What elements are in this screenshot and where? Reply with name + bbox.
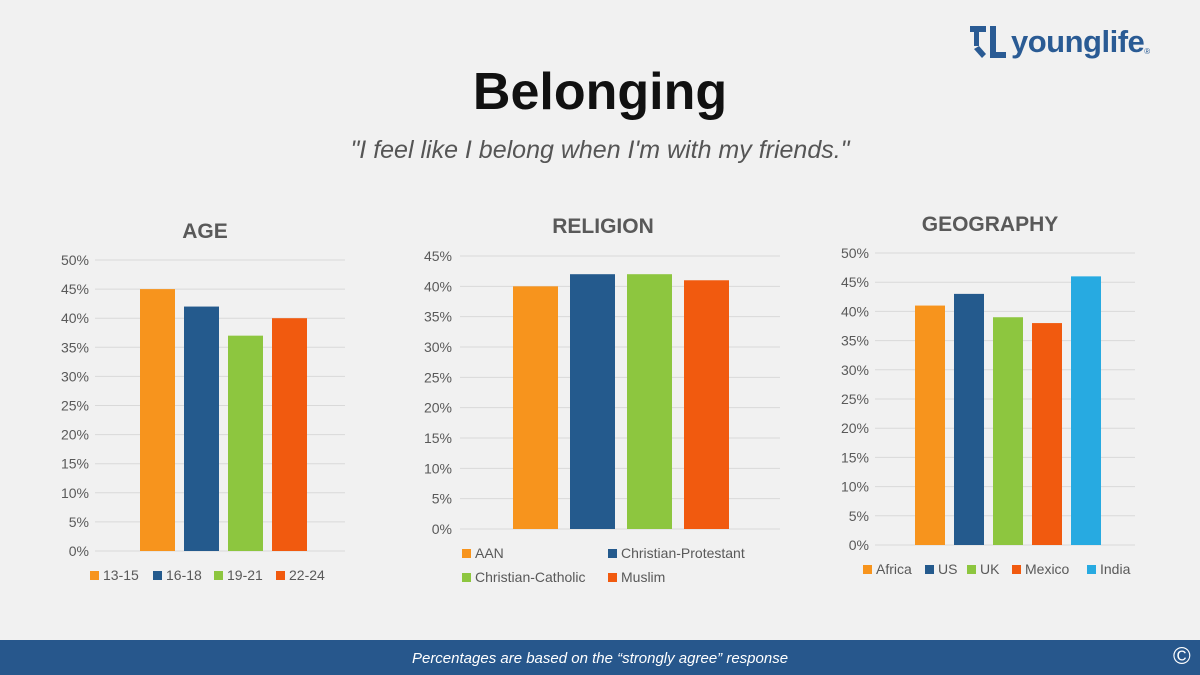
y-tick-label: 5% [849, 508, 869, 524]
y-tick-label: 50% [841, 245, 869, 261]
bar-mexico [1032, 323, 1062, 545]
y-tick-label: 40% [841, 303, 869, 319]
y-tick-label: 25% [61, 398, 89, 414]
legend-swatch [462, 549, 471, 558]
y-tick-label: 0% [849, 537, 869, 553]
legend-swatch [214, 571, 223, 580]
bar-christian-protestant [570, 274, 615, 529]
bar-13-15 [140, 289, 175, 551]
bar-us [954, 293, 984, 545]
bar-muslim [684, 280, 729, 529]
y-tick-label: 25% [424, 369, 452, 385]
footer-note: Percentages are based on the “strongly a… [411, 650, 789, 667]
legend-swatch [90, 571, 99, 580]
bar-22-24 [272, 318, 307, 551]
page-subtitle: "I feel like I belong when I'm with my f… [350, 136, 850, 164]
y-tick-label: 35% [841, 333, 869, 349]
legend-swatch [1012, 565, 1021, 574]
y-tick-label: 10% [424, 460, 452, 476]
y-tick-label: 45% [424, 248, 452, 264]
bar-uk [993, 317, 1023, 545]
y-tick-label: 15% [61, 456, 89, 472]
footer-bar: Percentages are based on the “strongly a… [0, 640, 1200, 675]
y-tick-label: 30% [841, 362, 869, 378]
bar-19-21 [228, 335, 263, 551]
bar-africa [915, 305, 945, 545]
y-tick-label: 50% [61, 252, 89, 268]
legend-label: AAN [475, 545, 504, 561]
younglife-mark-icon [970, 26, 1006, 58]
chart-title: GEOGRAPHY [922, 213, 1059, 236]
legend-swatch [925, 565, 934, 574]
y-tick-label: 20% [61, 427, 89, 443]
legend-label: India [1100, 561, 1131, 577]
legend-swatch [153, 571, 162, 580]
y-tick-label: 10% [841, 479, 869, 495]
legend-label: US [938, 561, 957, 577]
bar-16-18 [184, 306, 219, 551]
y-tick-label: 15% [424, 430, 452, 446]
y-tick-label: 5% [69, 514, 89, 530]
geography-chart: GEOGRAPHY 0% 5% 10% 15% 20% 25% 30% 35% 40% 45% 50%… [841, 213, 1135, 577]
chart-title: AGE [182, 220, 228, 243]
legend-label: 19-21 [227, 567, 263, 583]
legend-swatch [1087, 565, 1096, 574]
legend-swatch [863, 565, 872, 574]
y-tick-label: 20% [424, 400, 452, 416]
logo-text: younglife [1011, 24, 1145, 59]
y-tick-label: 35% [61, 339, 89, 355]
legend-label: Africa [876, 561, 912, 577]
legend-swatch [608, 549, 617, 558]
y-tick-label: 30% [424, 339, 452, 355]
legend-swatch [462, 573, 471, 582]
y-tick-label: 40% [424, 278, 452, 294]
y-tick-label: 40% [61, 310, 89, 326]
y-tick-label: 10% [61, 485, 89, 501]
page-title: Belonging [472, 63, 728, 121]
y-tick-label: 20% [841, 420, 869, 436]
y-tick-label: 30% [61, 368, 89, 384]
y-tick-label: 15% [841, 449, 869, 465]
legend-label: 22-24 [289, 567, 325, 583]
legend-label: Christian-Catholic [475, 569, 585, 585]
legend-label: UK [980, 561, 1000, 577]
chart-title: RELIGION [552, 215, 654, 238]
bar-christian-catholic [627, 274, 672, 529]
y-tick-label: 45% [61, 281, 89, 297]
logo-registered-mark: ® [1144, 47, 1151, 56]
religion-chart: RELIGION 0% 5% 10% 15% 20% 25% 30% 35% 40% 45% AAN C… [424, 215, 780, 585]
legend-label: 16-18 [166, 567, 202, 583]
legend-label: Mexico [1025, 561, 1070, 577]
bar-aan [513, 286, 558, 529]
legend-label: Christian-Protestant [621, 545, 745, 561]
legend-label: Muslim [621, 569, 665, 585]
y-tick-label: 5% [432, 491, 452, 507]
y-tick-label: 35% [424, 309, 452, 325]
age-chart: AGE 0% 5% 10% 15% 20% 25% 30% 35% 40% 45% 50% 13-15 1… [61, 220, 345, 583]
y-tick-label: 25% [841, 391, 869, 407]
y-tick-label: 0% [432, 521, 452, 537]
younglife-logo: younglife ® [966, 20, 1150, 64]
y-tick-label: 0% [69, 543, 89, 559]
legend-label: 13-15 [103, 567, 139, 583]
legend-swatch [608, 573, 617, 582]
legend-swatch [276, 571, 285, 580]
copyright-icon: © [1173, 643, 1191, 670]
legend-swatch [967, 565, 976, 574]
y-tick-label: 45% [841, 274, 869, 290]
bar-india [1071, 276, 1101, 545]
